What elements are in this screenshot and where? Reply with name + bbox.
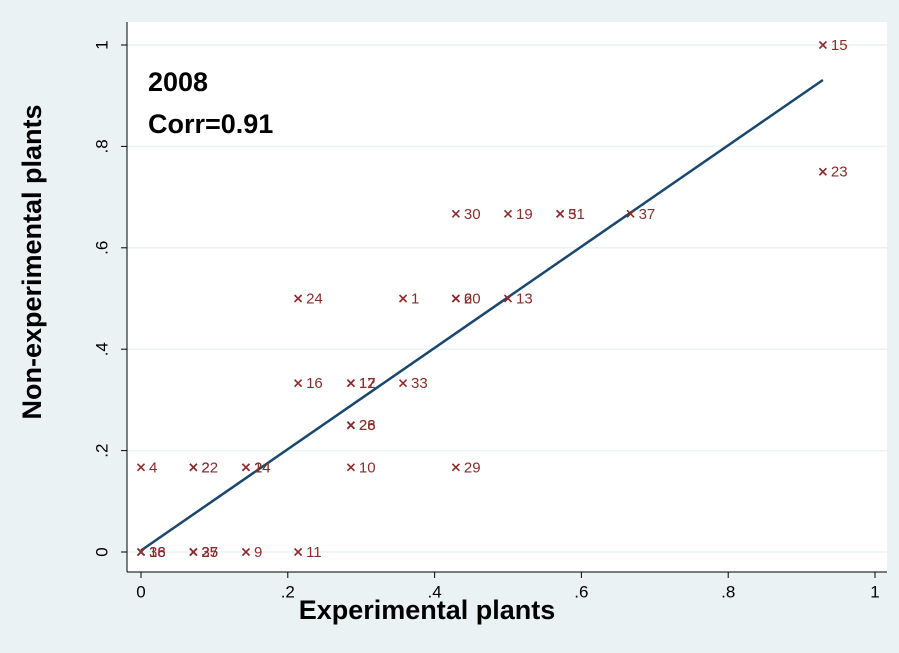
point-label: 36 — [149, 544, 166, 561]
marker — [294, 379, 303, 388]
point-label: 27 — [201, 544, 218, 561]
x-axis-title: Experimental plants — [299, 595, 556, 625]
point-label: 12 — [359, 375, 376, 392]
y-axis-title: Non-experimental plants — [17, 104, 47, 419]
point-label: 28 — [359, 417, 376, 434]
marker — [626, 209, 635, 218]
fit-line — [140, 78, 824, 552]
point-label: 10 — [359, 459, 376, 476]
marker — [241, 547, 251, 557]
marker — [451, 209, 460, 218]
point-label: 35 — [201, 544, 218, 561]
point-label: 5 — [568, 206, 576, 223]
point-label: 15 — [831, 37, 848, 54]
marker — [189, 547, 198, 557]
point-label: 25 — [201, 544, 218, 561]
marker — [556, 209, 565, 218]
point-label: 4 — [149, 459, 157, 476]
point-label: 23 — [831, 164, 848, 181]
point-label: 24 — [254, 459, 271, 476]
marker — [346, 421, 355, 430]
point-label: 14 — [254, 459, 271, 476]
y-tick-label: 1 — [92, 40, 111, 49]
marker — [346, 463, 355, 472]
x-tick-label: 1 — [870, 582, 879, 601]
marker — [241, 463, 251, 472]
x-tick-label: 0 — [136, 582, 145, 601]
point-label: 16 — [306, 375, 323, 392]
y-tick-label: .6 — [92, 241, 111, 255]
x-tick-label: .2 — [281, 582, 295, 601]
marker — [818, 167, 827, 176]
marker — [346, 379, 355, 388]
marker — [189, 463, 198, 472]
marker — [136, 463, 146, 472]
point-label: 33 — [411, 375, 428, 392]
point-label: 26 — [359, 417, 376, 434]
y-tick-label: .8 — [92, 139, 111, 153]
marker — [503, 294, 513, 303]
point-label: 20 — [464, 290, 481, 307]
marker — [136, 547, 146, 557]
marker — [503, 209, 513, 218]
point-label: 11 — [306, 544, 322, 561]
y-tick-label: .2 — [92, 444, 111, 458]
point-label: 1 — [411, 290, 419, 307]
annotation: 2008 — [148, 67, 208, 97]
marker — [398, 379, 408, 388]
marker — [818, 40, 827, 50]
point-label: 29 — [464, 459, 481, 476]
point-label: 9 — [254, 544, 262, 561]
marker — [398, 294, 408, 303]
x-tick-label: .8 — [721, 582, 735, 601]
point-label: 18 — [149, 544, 166, 561]
point-label: 24 — [306, 290, 323, 307]
point-label: 19 — [516, 206, 533, 223]
point-label: 22 — [201, 459, 218, 476]
x-tick-label: .4 — [428, 582, 442, 601]
point-label: 2 — [201, 459, 209, 476]
point-label: 37 — [639, 206, 656, 223]
point-label: 6 — [464, 290, 472, 307]
marker — [294, 547, 303, 557]
marker — [451, 294, 460, 303]
point-label: 13 — [516, 290, 533, 307]
marker — [294, 294, 303, 303]
annotation: Corr=0.91 — [148, 109, 273, 139]
x-tick-label: .6 — [574, 582, 588, 601]
y-tick-label: .4 — [92, 342, 111, 356]
point-label: 17 — [359, 375, 376, 392]
y-tick-label: 0 — [92, 547, 111, 556]
point-label: 30 — [464, 206, 481, 223]
marker — [451, 463, 460, 472]
point-label: 31 — [568, 206, 585, 223]
